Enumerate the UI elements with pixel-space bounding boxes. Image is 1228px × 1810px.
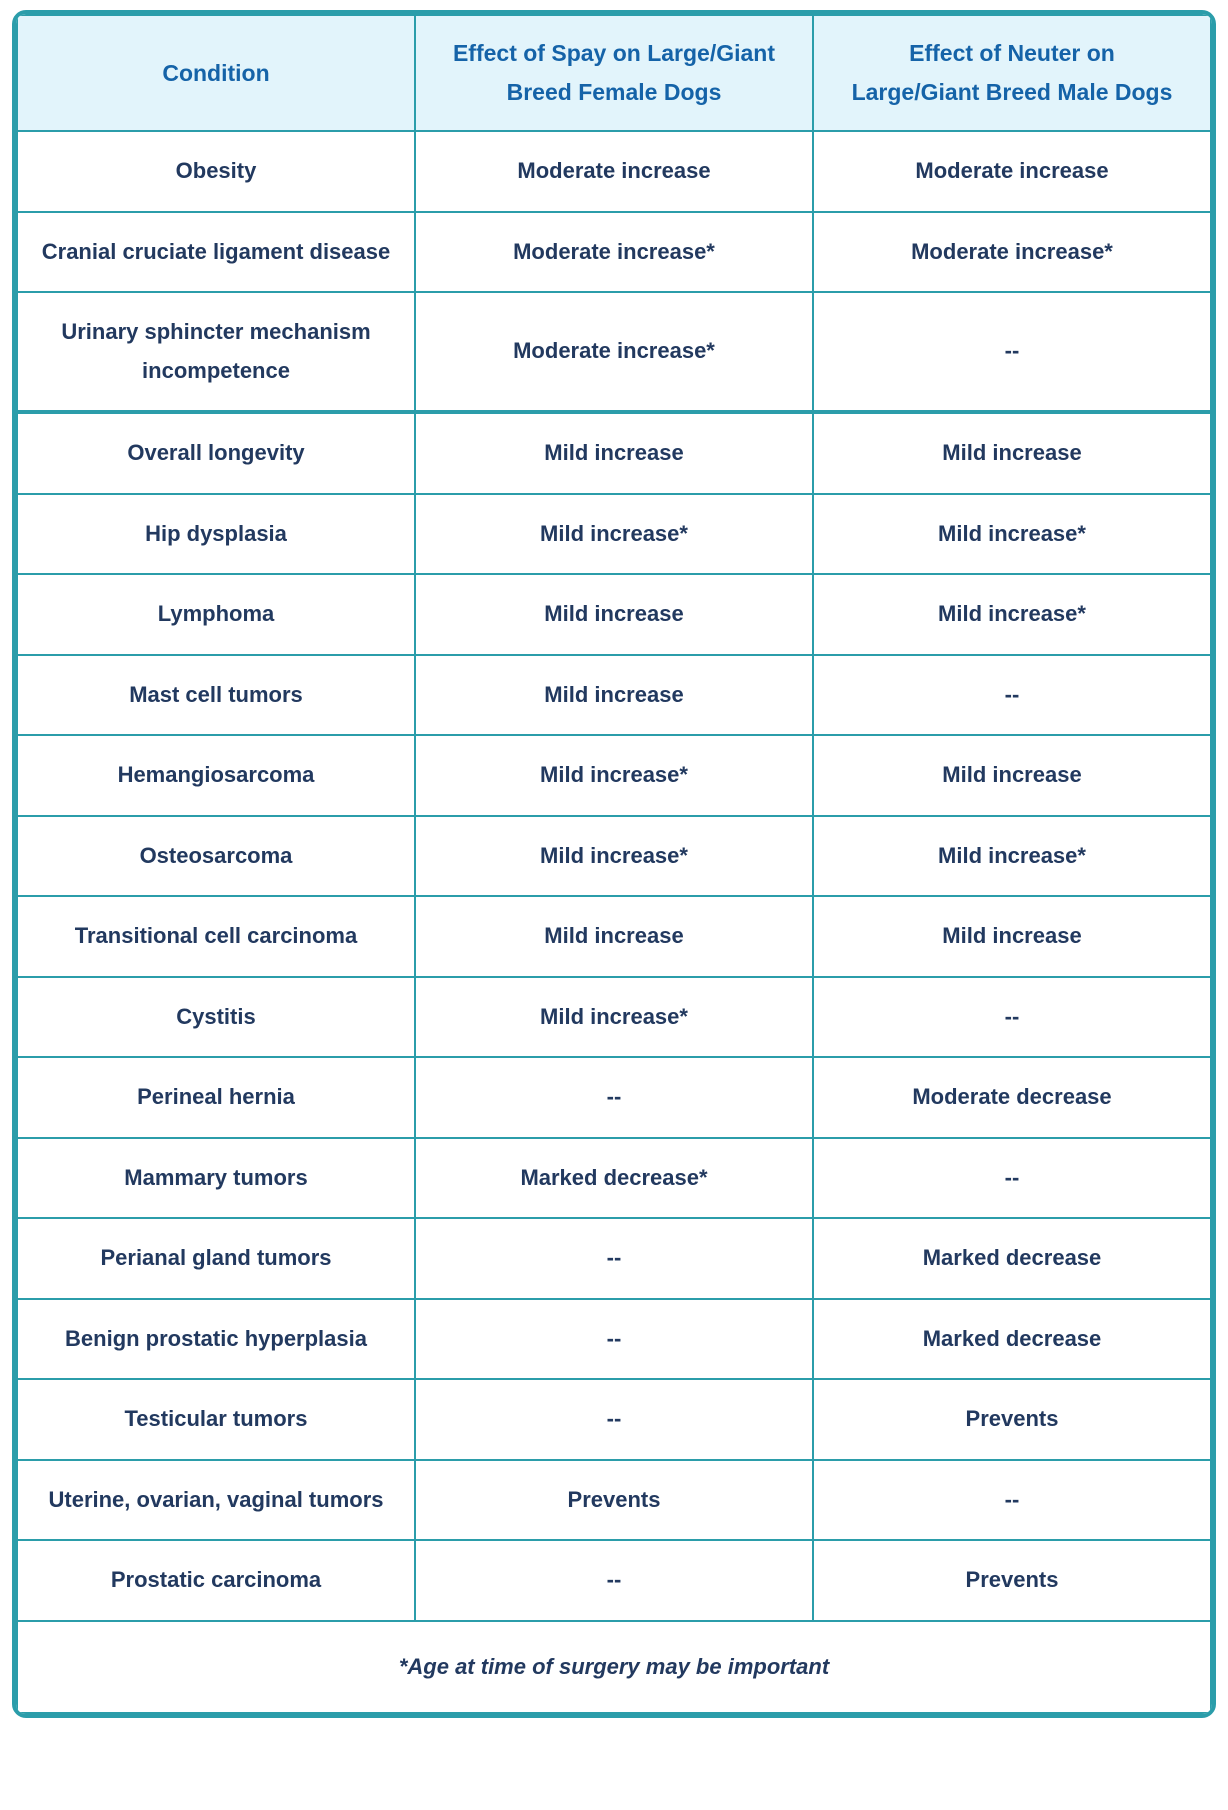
spay-effect-cell: Moderate increase — [414, 130, 814, 213]
neuter-effect-cell: -- — [812, 1136, 1212, 1220]
spay-effect-cell: Mild increase — [414, 653, 814, 737]
header-row: Condition Effect of Spay on Large/Giant … — [16, 14, 1212, 133]
condition-cell: Transitional cell carcinoma — [16, 895, 416, 978]
neuter-effect-cell: Mild increase* — [812, 814, 1212, 898]
spay-effect-cell: -- — [414, 1056, 814, 1139]
table-row: Prostatic carcinoma -- Prevents — [16, 1539, 1212, 1622]
neuter-effect-cell: -- — [812, 1458, 1212, 1542]
neuter-effect-cell: Marked decrease — [812, 1217, 1212, 1300]
spay-effect-cell: Mild increase* — [414, 814, 814, 898]
neuter-effect-cell: Mild increase* — [812, 492, 1212, 576]
column-header-condition: Condition — [16, 14, 416, 133]
spay-effect-cell: Moderate increase* — [414, 210, 814, 294]
table-footnote: *Age at time of surgery may be important — [16, 1619, 1212, 1715]
column-header-spay: Effect of Spay on Large/Giant Breed Fema… — [414, 14, 814, 133]
column-header-neuter-line2: Large/Giant Breed Male Dogs — [851, 79, 1173, 106]
neuter-effect-cell: -- — [812, 291, 1212, 415]
condition-cell: Osteosarcoma — [16, 814, 416, 898]
table-row: Hip dysplasia Mild increase* Mild increa… — [16, 492, 1212, 576]
spay-effect-cell: Mild increase* — [414, 975, 814, 1059]
table-row: Cystitis Mild increase* -- — [16, 975, 1212, 1059]
column-header-spay-line2: Breed Female Dogs — [506, 79, 722, 106]
spay-effect-cell: Mild increase* — [414, 734, 814, 817]
condition-cell: Lymphoma — [16, 573, 416, 656]
neuter-effect-cell: -- — [812, 653, 1212, 737]
table-header: Condition Effect of Spay on Large/Giant … — [16, 14, 1212, 133]
condition-cell: Obesity — [16, 130, 416, 213]
condition-cell: Mammary tumors — [16, 1136, 416, 1220]
table-row: Mammary tumors Marked decrease* -- — [16, 1136, 1212, 1220]
effects-table: Condition Effect of Spay on Large/Giant … — [16, 14, 1212, 1715]
condition-cell: Mast cell tumors — [16, 653, 416, 737]
column-header-neuter-line1: Effect of Neuter on — [909, 40, 1115, 66]
condition-cell: Perianal gland tumors — [16, 1217, 416, 1300]
spay-effect-cell: Marked decrease* — [414, 1136, 814, 1220]
spay-effect-cell: Prevents — [414, 1458, 814, 1542]
condition-cell: Cranial cruciate ligament disease — [16, 210, 416, 294]
condition-cell: Perineal hernia — [16, 1056, 416, 1139]
table-row: Urinary sphincter mechanism incompetence… — [16, 291, 1212, 415]
condition-cell: Testicular tumors — [16, 1378, 416, 1461]
spay-effect-cell: -- — [414, 1539, 814, 1622]
spay-effect-cell: -- — [414, 1378, 814, 1461]
spay-effect-cell: -- — [414, 1217, 814, 1300]
spay-effect-cell: Mild increase — [414, 895, 814, 978]
table-row: Lymphoma Mild increase Mild increase* — [16, 573, 1212, 656]
table-row: Mast cell tumors Mild increase -- — [16, 653, 1212, 737]
spay-effect-cell: Mild increase* — [414, 492, 814, 576]
neuter-effect-cell: Mild increase — [812, 895, 1212, 978]
column-header-neuter: Effect of Neuter on Large/Giant Breed Ma… — [812, 14, 1212, 133]
condition-cell: Cystitis — [16, 975, 416, 1059]
condition-cell: Overall longevity — [16, 411, 416, 495]
table-row: Hemangiosarcoma Mild increase* Mild incr… — [16, 734, 1212, 817]
neuter-effect-cell: Mild increase — [812, 734, 1212, 817]
neuter-effect-cell: Mild increase* — [812, 573, 1212, 656]
table-row: Obesity Moderate increase Moderate incre… — [16, 130, 1212, 213]
condition-cell: Uterine, ovarian, vaginal tumors — [16, 1458, 416, 1542]
table-row: Testicular tumors -- Prevents — [16, 1378, 1212, 1461]
table-row: Perianal gland tumors -- Marked decrease — [16, 1217, 1212, 1300]
neuter-effect-cell: Mild increase — [812, 411, 1212, 495]
neuter-effect-cell: Moderate decrease — [812, 1056, 1212, 1139]
column-header-spay-line1: Effect of Spay on Large/Giant — [452, 40, 776, 66]
footnote-row: *Age at time of surgery may be important — [16, 1619, 1212, 1715]
condition-cell: Hemangiosarcoma — [16, 734, 416, 817]
table-body: Obesity Moderate increase Moderate incre… — [16, 130, 1212, 1715]
neuter-effect-cell: Prevents — [812, 1539, 1212, 1622]
neuter-effect-cell: Moderate increase — [812, 130, 1212, 213]
condition-cell: Hip dysplasia — [16, 492, 416, 576]
table-row: Overall longevity Mild increase Mild inc… — [16, 411, 1212, 495]
spay-effect-cell: Moderate increase* — [414, 291, 814, 415]
neuter-effect-cell: Prevents — [812, 1378, 1212, 1461]
neuter-effect-cell: Moderate increase* — [812, 210, 1212, 294]
condition-cell: Prostatic carcinoma — [16, 1539, 416, 1622]
spay-effect-cell: Mild increase — [414, 411, 814, 495]
table-row: Transitional cell carcinoma Mild increas… — [16, 895, 1212, 978]
condition-cell: Urinary sphincter mechanism incompetence — [16, 291, 416, 415]
spay-effect-cell: Mild increase — [414, 573, 814, 656]
neuter-effect-cell: -- — [812, 975, 1212, 1059]
condition-cell: Benign prostatic hyperplasia — [16, 1297, 416, 1381]
table-row: Cranial cruciate ligament disease Modera… — [16, 210, 1212, 294]
effects-table-container: Condition Effect of Spay on Large/Giant … — [12, 10, 1216, 1719]
neuter-effect-cell: Marked decrease — [812, 1297, 1212, 1381]
table-row: Perineal hernia -- Moderate decrease — [16, 1056, 1212, 1139]
table-row: Osteosarcoma Mild increase* Mild increas… — [16, 814, 1212, 898]
spay-effect-cell: -- — [414, 1297, 814, 1381]
table-row: Benign prostatic hyperplasia -- Marked d… — [16, 1297, 1212, 1381]
table-row: Uterine, ovarian, vaginal tumors Prevent… — [16, 1458, 1212, 1542]
